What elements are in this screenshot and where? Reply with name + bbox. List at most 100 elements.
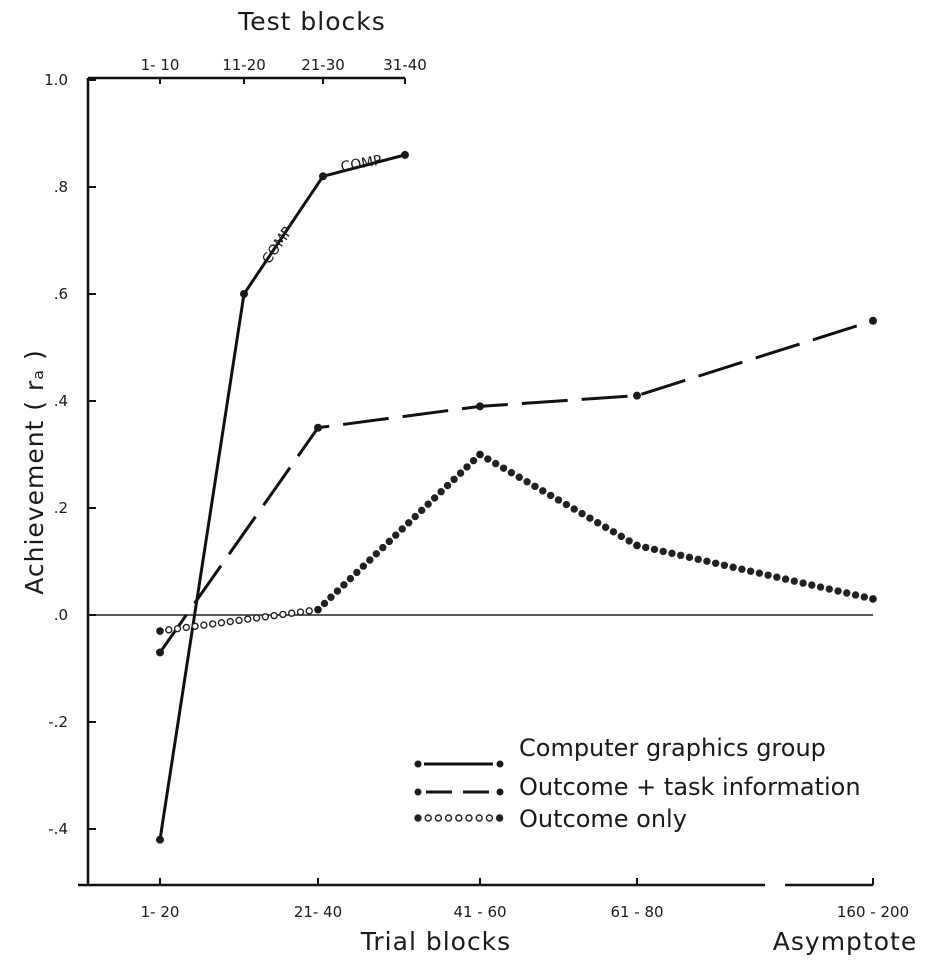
outcome-only-dot — [729, 563, 737, 571]
outcome-only-dot — [539, 487, 547, 495]
axes — [78, 76, 873, 887]
outcome-only-dot — [392, 531, 400, 539]
x-tick-label: 21- 40 — [294, 903, 342, 921]
outcome-only-dot — [340, 581, 348, 589]
y-tick-label: .6 — [54, 285, 68, 303]
outcome-only-dot — [578, 509, 586, 518]
legend-dot — [455, 814, 463, 822]
outcome-only-dot — [346, 574, 355, 583]
outcome-task-point — [314, 423, 322, 432]
y-tick-label: .4 — [54, 392, 68, 410]
outcome-only-dot — [405, 519, 413, 527]
outcome-only-point — [156, 627, 164, 635]
outcome-only-dot — [659, 547, 667, 556]
outcome-only-dot — [570, 505, 578, 513]
computer-graphics-point — [156, 835, 164, 844]
legend-dot — [485, 814, 494, 822]
outcome-only-dot — [398, 525, 406, 533]
outcome-only-dot — [430, 494, 439, 502]
outcome-only-dot — [546, 491, 555, 500]
outcome-only-dot — [851, 591, 860, 599]
outcome-only-dot — [484, 455, 492, 463]
outcome-only-dot — [515, 473, 523, 481]
outcome-only-dot — [586, 514, 594, 522]
top-tick-label: 1- 10 — [141, 56, 180, 74]
outcome-only-point — [314, 605, 322, 614]
outcome-only-dot — [217, 619, 226, 627]
outcome-only-dot — [720, 561, 729, 569]
outcome-only-dot — [507, 468, 516, 477]
outcome-only-dot — [650, 545, 659, 554]
outcome-only-dot — [208, 620, 217, 628]
outcome-only-dot — [353, 568, 361, 577]
legend-label-outcome-task: Outcome + task information — [519, 773, 861, 801]
outcome-only-dot — [834, 587, 842, 595]
outcome-only-dot — [825, 585, 833, 593]
outcome-only-dot — [711, 559, 720, 567]
outcome-only-dot — [808, 581, 816, 589]
outcome-only-dot — [773, 573, 781, 581]
outcome-task-point — [869, 316, 877, 325]
outcome-only-dot — [417, 506, 426, 515]
outcome-only-dot — [252, 614, 261, 622]
top-axis-title: Test blocks — [237, 7, 386, 36]
legend-dot — [434, 814, 443, 822]
outcome-only-dot — [235, 616, 243, 625]
outcome-only-dot — [843, 589, 851, 597]
outcome-only-dot — [450, 475, 458, 484]
legend-item-computer-graphics: Computer graphics group — [414, 734, 826, 768]
outcome-only-dot — [191, 622, 199, 630]
x-axis-ticks: 1- 20 21- 40 41 - 60 61 - 80 160 - 200 — [141, 878, 909, 921]
outcome-only-dot — [226, 617, 234, 626]
outcome-only-dot — [261, 613, 270, 621]
outcome-only-dot — [173, 624, 182, 633]
outcome-only-dot — [244, 615, 252, 623]
legend-dot — [424, 814, 432, 822]
outcome-only-dot — [523, 478, 531, 486]
outcome-only-dot — [677, 551, 685, 560]
outcome-only-dot — [617, 532, 625, 541]
y-axis-ticks: 1.0 .8 .6 .4 .2 .0 -.2 -.4 — [44, 71, 96, 838]
comp-annotation-2: COMP — [340, 153, 383, 176]
legend-dot — [495, 814, 504, 822]
series-outcome-task-line — [158, 319, 874, 654]
outcome-only-dot — [320, 599, 329, 608]
outcome-only-dot — [609, 528, 618, 536]
outcome-only-point — [869, 595, 877, 603]
y-tick-label: .2 — [54, 499, 68, 517]
outcome-only-dot — [165, 626, 173, 634]
outcome-only-dot — [790, 577, 799, 585]
x-tick-label: 1- 20 — [141, 903, 180, 921]
y-axis-title: Achievement ( rₐ ) — [20, 349, 49, 595]
outcome-only-dot — [463, 463, 471, 471]
computer-graphics-point — [319, 172, 327, 181]
outcome-task-point — [156, 648, 164, 657]
comp-annotation-1: COMP — [259, 224, 296, 267]
outcome-only-dot — [469, 457, 478, 465]
outcome-only-dot — [424, 500, 432, 508]
legend-label-computer-graphics: Computer graphics group — [519, 734, 826, 762]
outcome-only-dot — [816, 583, 825, 591]
outcome-only-dot — [287, 609, 296, 617]
outcome-task-point — [633, 391, 641, 400]
outcome-only-dot — [305, 607, 313, 615]
legend: Computer graphics group Outcome + task i… — [414, 734, 861, 833]
outcome-only-dot — [200, 621, 208, 629]
outcome-only-dot — [270, 611, 278, 620]
outcome-only-dot — [601, 523, 610, 531]
outcome-only-dot — [372, 550, 381, 558]
legend-label-outcome-only: Outcome only — [519, 805, 687, 833]
series-computer-graphics-line — [158, 153, 406, 840]
outcome-only-dot — [531, 482, 539, 491]
outcome-only-dot — [333, 587, 342, 595]
x-tick-label: 160 - 200 — [837, 903, 909, 921]
outcome-only-dot — [182, 623, 191, 632]
legend-dot — [465, 814, 473, 822]
top-tick-label: 11-20 — [222, 56, 266, 74]
outcome-only-dot — [456, 469, 465, 477]
outcome-only-dot — [499, 464, 508, 472]
outcome-only-dot — [781, 575, 790, 583]
outcome-only-dot — [594, 519, 602, 527]
outcome-only-dot — [554, 496, 563, 504]
outcome-only-dot — [279, 610, 287, 619]
